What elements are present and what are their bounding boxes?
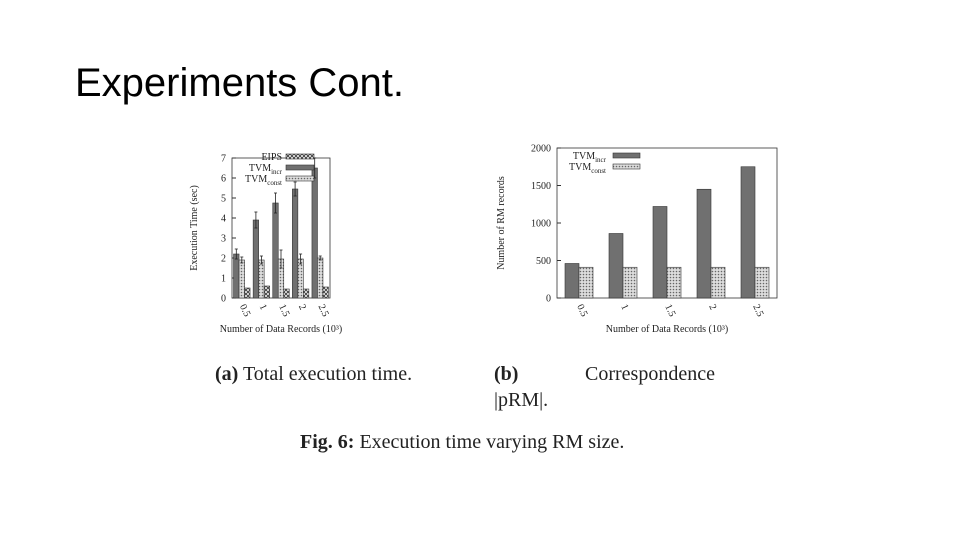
legend-name: TVM [249, 163, 271, 174]
legend-swatch [612, 152, 641, 159]
x-tick-label: 0.5 [574, 303, 589, 319]
y-axis-label: Number of RM records [496, 176, 507, 270]
figure-caption: Fig. 6: Execution time varying RM size. [300, 431, 624, 453]
legend-label: EIPS [261, 152, 282, 163]
y-tick-label: 4 [221, 214, 226, 225]
legend-subscript: const [591, 167, 606, 175]
error-bar [318, 255, 322, 261]
bar [258, 259, 265, 299]
bar [244, 287, 251, 299]
y-tick-label: 0 [546, 294, 551, 305]
bar [652, 206, 668, 299]
x-tick-label: 1.5 [276, 303, 291, 319]
x-axis-label: Number of Data Records (10³) [220, 324, 342, 335]
bar [710, 266, 726, 299]
legend-name: TVM [245, 174, 267, 185]
legend-name: EIPS [261, 152, 282, 163]
bar [317, 257, 324, 299]
legend-swatch [285, 175, 315, 182]
x-tick-label: 2.5 [750, 303, 765, 319]
y-tick-label: 6 [221, 174, 226, 185]
y-tick-label: 7 [221, 154, 226, 165]
x-tick-label: 2 [296, 303, 308, 312]
legend-label: TVMincr [249, 163, 283, 176]
y-tick-label: 1000 [531, 219, 551, 230]
x-tick-label: 1 [257, 303, 269, 312]
bar [740, 166, 756, 299]
caption-b-line2: |pRM|. [494, 389, 548, 411]
bar [322, 286, 329, 299]
legend-swatch [285, 164, 315, 171]
y-tick-label: 500 [536, 256, 551, 267]
error-bar [254, 211, 258, 229]
legend-label: TVMconst [569, 162, 606, 175]
bar [252, 219, 259, 299]
bar [263, 285, 270, 299]
caption-b-label: (b) [494, 363, 518, 385]
chart: 0 1 2 3 4 5 6 7 Execution Time (sec) Number of Da… [189, 152, 342, 335]
bar [754, 266, 770, 299]
bar [578, 266, 594, 299]
y-tick-label: 1500 [531, 181, 551, 192]
y-tick-label: 0 [221, 294, 226, 305]
y-tick-label: 2 [221, 254, 226, 265]
error-bar [279, 249, 283, 269]
y-axis-label: Execution Time (sec) [189, 185, 200, 271]
x-tick-label: 0.5 [237, 303, 252, 319]
bar [283, 288, 290, 299]
error-bar [293, 181, 297, 197]
slide-title: Experiments Cont. [75, 61, 404, 105]
bar [303, 288, 310, 299]
legend-swatch [285, 153, 315, 160]
figure-text: Execution time varying RM size. [359, 431, 624, 453]
bar [696, 188, 712, 299]
chart: 0 500 1000 1500 2000 Number of RM records Numb… [496, 144, 778, 335]
bar [292, 188, 299, 299]
caption-a: (a) Total execution time. [215, 363, 412, 385]
bar [564, 263, 580, 299]
y-tick-label: 3 [221, 234, 226, 245]
error-bar [299, 253, 303, 265]
figure-label: Fig. 6: [300, 431, 354, 453]
y-tick-label: 5 [221, 194, 226, 205]
y-tick-label: 2000 [531, 144, 551, 155]
bar [272, 202, 279, 299]
legend-subscript: const [267, 179, 282, 187]
legend-swatch [612, 163, 641, 170]
bar [622, 266, 638, 299]
error-bar [240, 256, 244, 264]
bar [297, 258, 304, 299]
x-tick-label: 1 [618, 303, 630, 312]
caption-text: Total execution time. [243, 363, 412, 385]
bar [608, 233, 624, 299]
x-tick-label: 2 [706, 303, 718, 312]
bar [311, 167, 318, 299]
legend-name: TVM [573, 151, 595, 162]
error-bar [274, 192, 277, 214]
caption-b: Correspondence [585, 363, 715, 385]
y-tick-label: 1 [221, 274, 226, 285]
legend-label: TVMconst [245, 174, 282, 187]
legend-subscript: incr [595, 156, 607, 164]
bar [666, 266, 682, 299]
error-bar [259, 255, 263, 265]
caption-label: (a) [215, 363, 238, 385]
bar [233, 253, 240, 299]
legend-label: TVMincr [573, 151, 607, 164]
legend-name: TVM [569, 162, 591, 173]
x-axis-label: Number of Data Records (10³) [606, 324, 728, 335]
legend-subscript: incr [271, 168, 283, 176]
x-tick-label: 2.5 [315, 303, 330, 319]
error-bar [234, 248, 238, 260]
x-tick-label: 1.5 [662, 303, 677, 319]
bar [238, 259, 245, 299]
